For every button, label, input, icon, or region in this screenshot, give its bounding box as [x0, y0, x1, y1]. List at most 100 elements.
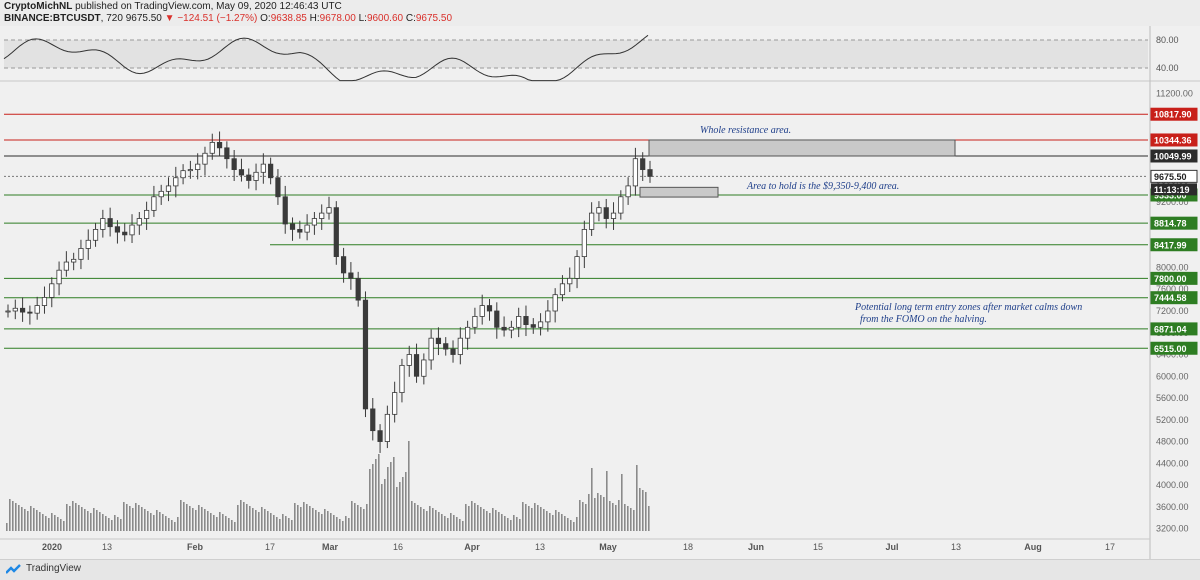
rsi-band: [4, 40, 1148, 68]
volume-bar: [243, 502, 245, 531]
volume-bar: [108, 518, 110, 531]
time-tick-label: 13: [951, 542, 961, 552]
volume-bar: [309, 506, 311, 531]
volume-bar: [348, 518, 350, 531]
volume-bar: [504, 516, 506, 531]
volume-bar: [27, 511, 29, 531]
volume-bar: [246, 504, 248, 531]
volume-bar: [63, 521, 65, 531]
volume-bar: [495, 510, 497, 531]
volume-bar: [336, 517, 338, 531]
symbol-label[interactable]: BINANCE:BTCUSDT: [4, 13, 101, 24]
volume-bar: [564, 516, 566, 531]
volume-bar: [465, 504, 467, 531]
volume-bar: [420, 507, 422, 531]
volume-bar: [390, 462, 392, 531]
volume-bar: [210, 513, 212, 531]
price-tick-label: 8000.00: [1156, 262, 1189, 272]
annotation-entry-2: from the FOMO on the halving.: [860, 314, 987, 325]
volume-bar: [321, 514, 323, 531]
time-tick-label: 2020: [42, 542, 62, 552]
price-chart[interactable]: 80.00 40.00 11200.0010800.0010400.0010000…: [0, 26, 1200, 559]
time-tick-label: 13: [102, 542, 112, 552]
volume-bar: [612, 503, 614, 531]
level-price-tag: [1150, 238, 1198, 252]
volume-bar: [300, 507, 302, 531]
author-name[interactable]: CryptoMichNL: [4, 1, 73, 12]
candle-body: [319, 212, 325, 219]
candle-body: [610, 212, 617, 219]
price-axis[interactable]: 11200.0010800.0010400.0010000.009600.009…: [1149, 26, 1198, 559]
volume-bar: [459, 519, 461, 531]
volume-bar: [414, 503, 416, 531]
level-price-tag: [1150, 341, 1198, 355]
volume-bar: [438, 512, 440, 531]
candle-body: [100, 218, 106, 230]
candle-body: [202, 152, 208, 165]
volume-bar: [558, 512, 560, 531]
volume-bar: [582, 502, 584, 531]
volume-bar: [342, 521, 344, 531]
volume-bar: [303, 502, 305, 531]
volume-bar: [600, 495, 602, 531]
candle-body: [12, 307, 18, 312]
tradingview-brand[interactable]: TradingView: [26, 563, 82, 574]
candle-body: [231, 158, 237, 170]
candle-body: [34, 305, 40, 314]
level-price-label: 7444.58: [1154, 293, 1187, 303]
volume-bar: [114, 515, 116, 531]
volume-bar: [291, 520, 293, 531]
candle-body: [49, 283, 55, 298]
volume-bar: [432, 508, 434, 531]
volume-bar: [645, 492, 647, 531]
volume-bar: [543, 509, 545, 531]
candle-body: [224, 147, 230, 160]
price-tick-label: 5200.00: [1156, 415, 1189, 425]
volume-bar: [396, 487, 398, 531]
volume-bar: [435, 510, 437, 531]
volume-bar: [216, 517, 218, 531]
candle-body: [552, 294, 558, 312]
annotation-entry-1: Potential long term entry zones after ma…: [854, 302, 1082, 313]
price-tick-label: 11200.00: [1156, 88, 1193, 98]
volume-bar: [426, 511, 428, 531]
volume-bar: [567, 518, 569, 531]
publish-info: published on TradingView.com, May 09, 20…: [75, 1, 342, 12]
volume-bar: [261, 507, 263, 531]
candle-body: [501, 326, 507, 331]
volume-bar: [249, 506, 251, 531]
volume-bar: [588, 494, 590, 531]
volume-bar: [489, 513, 491, 531]
volume-bar: [12, 501, 14, 531]
volume-bar: [213, 515, 215, 531]
tradingview-logo-icon[interactable]: [6, 564, 22, 576]
candle-body: [523, 316, 529, 325]
time-tick-label: 17: [265, 542, 275, 552]
volume-bar: [120, 519, 122, 531]
time-tick-label: Mar: [322, 542, 339, 552]
countdown-label: 11:13:19: [1154, 185, 1190, 195]
price-tick-label: 4000.00: [1156, 480, 1189, 490]
volume-bar: [606, 471, 608, 531]
candle-body: [392, 392, 398, 415]
volume-bar: [132, 508, 134, 531]
rsi-tick-label: 80.00: [1156, 35, 1179, 45]
volume-bar: [546, 511, 548, 531]
volume-bar: [105, 516, 107, 531]
price-tick-label: 9200.00: [1156, 197, 1189, 207]
volume-bar: [621, 474, 623, 531]
volume-bar: [180, 500, 182, 531]
volume-bar: [267, 511, 269, 531]
candle-body: [282, 196, 288, 225]
volume-bar: [183, 502, 185, 531]
volume-bar: [456, 517, 458, 531]
volume-bar: [501, 514, 503, 531]
volume-bar: [393, 457, 395, 531]
volume-bar: [597, 493, 599, 531]
volume-bar: [150, 513, 152, 531]
ohlc-line: BINANCE:BTCUSDT, 720 9675.50 ▼ −124.51 (…: [4, 13, 452, 25]
volume-bar: [297, 505, 299, 531]
time-axis[interactable]: 2020 13 Feb 17 Mar 16 Apr 13 May 18 Jun 15 Jul 13 Aug 1…: [0, 538, 1150, 552]
volume-bar: [123, 502, 125, 531]
volume-bar: [252, 508, 254, 531]
